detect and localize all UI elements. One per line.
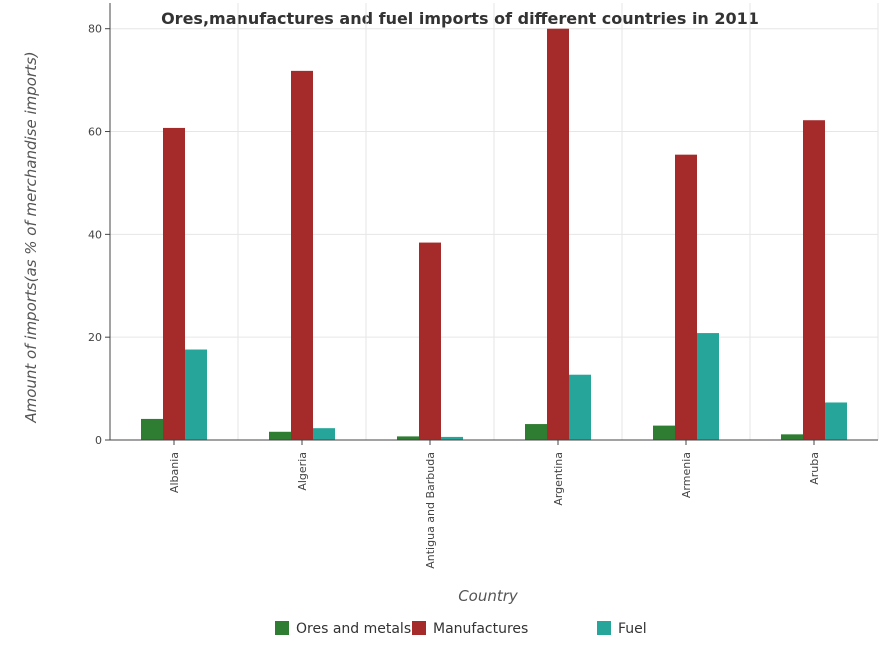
bar-fuel-argentina: [569, 374, 591, 440]
bar-manufactures-aruba: [803, 120, 825, 441]
legend-item-fuel: Fuel: [597, 621, 647, 637]
legend-item-manufactures: Manufactures: [412, 621, 528, 637]
x-tick-label: Argentina: [552, 452, 565, 506]
y-axis-label: Amount of imports(as % of merchandise im…: [22, 51, 40, 423]
axes: [109, 3, 878, 441]
y-tick-label: 80: [88, 23, 102, 36]
legend-label: Manufactures: [433, 621, 528, 637]
bar-fuel-albania: [185, 349, 207, 440]
x-tick-label: Aruba: [808, 452, 821, 485]
y-tick-label: 40: [88, 228, 102, 241]
bar-ores-and-metals-algeria: [269, 431, 291, 440]
legend-item-ores-and-metals: Ores and metals: [275, 621, 411, 637]
bar-ores-and-metals-argentina: [525, 424, 547, 440]
bar-fuel-aruba: [825, 402, 847, 440]
legend-label: Ores and metals: [296, 621, 411, 637]
y-tick-label: 20: [88, 331, 102, 344]
bar-manufactures-argentina: [547, 28, 569, 441]
legend-label: Fuel: [618, 621, 647, 637]
bar-manufactures-algeria: [291, 70, 313, 441]
bar-ores-and-metals-aruba: [781, 434, 803, 440]
bar-manufactures-antigua-and-barbuda: [419, 242, 441, 440]
x-axis-label: Country: [458, 587, 519, 605]
bar-fuel-antigua-and-barbuda: [441, 436, 463, 440]
x-tick-labels: Albania Algeria Antigua and Barbuda Argenti…: [168, 440, 821, 569]
grid-lines: [109, 3, 879, 441]
y-tick-labels: 0 20 40 60 80: [88, 23, 110, 447]
x-tick-label: Albania: [168, 452, 181, 493]
y-tick-label: 60: [88, 126, 102, 139]
bar-ores-and-metals-antigua-and-barbuda: [397, 436, 419, 440]
bar-manufactures-armenia: [675, 154, 697, 440]
legend-swatch: [275, 621, 289, 635]
chart-title: Ores,manufactures and fuel imports of di…: [161, 9, 759, 28]
bar-manufactures-albania: [163, 127, 185, 440]
legend-swatch: [597, 621, 611, 635]
legend-swatch: [412, 621, 426, 635]
y-tick-label: 0: [95, 434, 102, 447]
bar-ores-and-metals-albania: [141, 418, 163, 440]
legend: Ores and metals Manufactures Fuel: [275, 621, 647, 637]
bar-fuel-armenia: [697, 333, 719, 440]
x-tick-label: Antigua and Barbuda: [424, 452, 437, 569]
x-tick-label: Algeria: [296, 452, 309, 491]
bar-ores-and-metals-armenia: [653, 425, 675, 440]
bars: [141, 28, 847, 441]
bar-fuel-algeria: [313, 428, 335, 440]
x-tick-label: Armenia: [680, 452, 693, 498]
